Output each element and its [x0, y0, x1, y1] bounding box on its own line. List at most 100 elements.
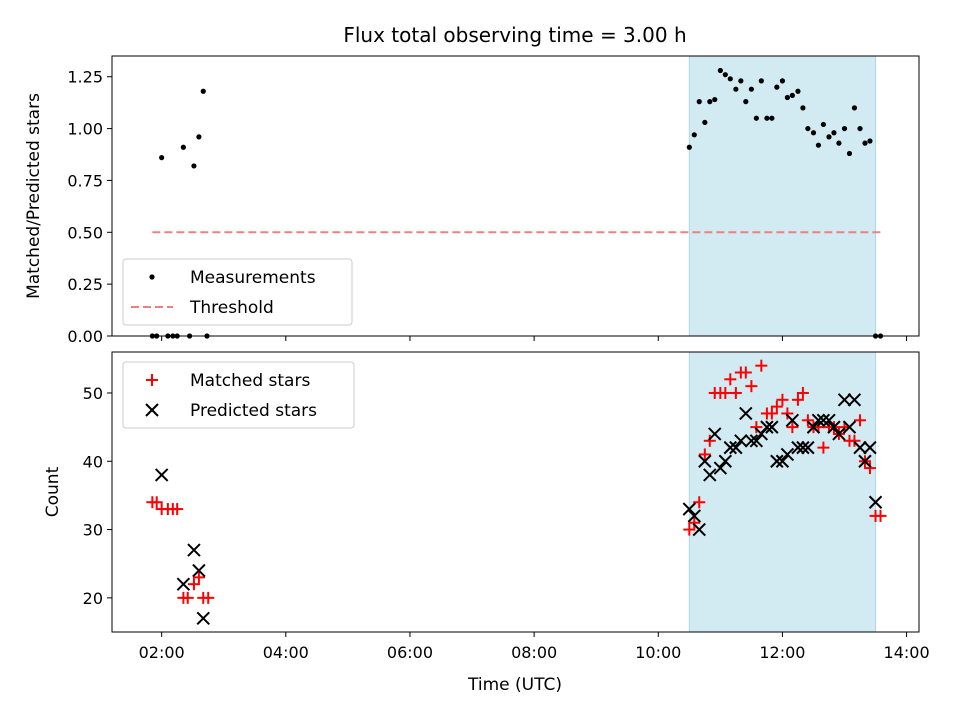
- top-y-axis-label: Matched/Predicted stars: [24, 93, 44, 299]
- measurement-point: [857, 125, 863, 132]
- predicted-point: [811, 413, 826, 427]
- matched-point: [688, 516, 701, 529]
- matched-point: [874, 509, 887, 522]
- matched-point: [698, 448, 711, 461]
- predicted-point: [842, 420, 857, 434]
- top-yticks: 0.00 0.25 0.50 0.75 1.00 1.25: [67, 68, 112, 346]
- measurement-point: [702, 119, 708, 125]
- measurement-point: [691, 132, 697, 138]
- measurement-point: [815, 142, 822, 148]
- predicted-point: [196, 611, 210, 626]
- predicted-point: [176, 577, 191, 591]
- predicted-point: [682, 502, 697, 516]
- matched-point: [848, 434, 861, 447]
- x-tick-label: 12:00: [759, 643, 805, 662]
- x-tick-label: 10:00: [635, 643, 681, 662]
- matched-point: [770, 400, 783, 413]
- x-tick-label: 08:00: [511, 643, 557, 662]
- y-tick-label: 40: [83, 452, 103, 471]
- matched-point: [745, 380, 758, 393]
- matched-point: [817, 441, 830, 454]
- y-tick-label: 0.25: [67, 275, 103, 294]
- legend-predicted-marker: [145, 403, 159, 417]
- bottom-y-axis-label: Count: [43, 466, 63, 517]
- predicted-point: [713, 461, 728, 475]
- legend-predicted-label: Predicted stars: [190, 401, 317, 421]
- predicted-point: [806, 420, 821, 434]
- measurement-point: [758, 78, 764, 84]
- measurement-point: [862, 140, 868, 146]
- matched-point: [776, 393, 789, 406]
- measurement-point: [743, 99, 749, 105]
- legend-measurements-label: Measurements: [190, 268, 316, 288]
- measurement-point: [748, 86, 754, 92]
- measurement-point: [191, 163, 197, 169]
- predicted-point: [718, 454, 733, 468]
- y-tick-label: 0.00: [67, 327, 103, 346]
- measurement-point: [805, 125, 811, 132]
- measurement-point: [764, 115, 770, 121]
- measurement-point: [851, 105, 858, 111]
- predicted-point: [154, 468, 169, 482]
- bottom-legend-box: [122, 361, 355, 429]
- measurement-point: [686, 144, 692, 150]
- x-tick-label: 04:00: [263, 643, 309, 662]
- measurement-point: [820, 121, 827, 128]
- measurement-point: [810, 130, 817, 136]
- bottom-matched-points: [146, 359, 887, 604]
- measurement-point: [795, 88, 801, 94]
- predicted-point: [760, 420, 774, 434]
- predicted-point: [775, 454, 790, 468]
- bottom-legend: Matched stars Predicted stars: [122, 361, 355, 429]
- x-tick-label: 14:00: [884, 643, 930, 662]
- measurement-point: [826, 134, 832, 140]
- predicted-point: [744, 434, 759, 448]
- legend-measurements-marker: [149, 274, 155, 280]
- matched-point: [171, 503, 184, 516]
- predicted-point: [192, 563, 206, 578]
- predicted-point: [734, 434, 748, 448]
- matched-point: [192, 571, 205, 584]
- matched-point: [202, 591, 215, 604]
- matched-point: [791, 393, 804, 406]
- predicted-point: [723, 440, 737, 455]
- matched-point: [693, 496, 706, 509]
- predicted-point: [729, 440, 743, 455]
- predicted-point: [868, 495, 883, 509]
- measurement-point: [753, 115, 759, 121]
- y-tick-label: 20: [83, 589, 103, 608]
- predicted-point: [853, 440, 867, 455]
- predicted-point: [816, 413, 831, 427]
- legend-matched-marker: [146, 374, 158, 386]
- x-axis-label: Time (UTC): [467, 675, 562, 695]
- measurement-point: [159, 155, 165, 161]
- measurement-point: [769, 115, 775, 121]
- measurement-point: [836, 140, 842, 146]
- predicted-point: [863, 440, 877, 455]
- bottom-yticks: 20 30 40 50: [83, 384, 112, 608]
- y-tick-label: 0.75: [67, 171, 103, 190]
- bottom-xticks: 02:00 04:00 06:00 08:00 10:00 12:00 14:00: [139, 632, 930, 662]
- measurement-point: [846, 150, 853, 157]
- predicted-point: [785, 413, 800, 427]
- measurement-point: [784, 94, 790, 101]
- measurement-point: [722, 72, 728, 78]
- chart-title: Flux total observing time = 3.00 h: [343, 23, 686, 47]
- measurement-point: [841, 125, 848, 132]
- measurement-point: [867, 138, 873, 144]
- predicted-point: [837, 393, 852, 407]
- measurement-point: [196, 134, 202, 140]
- top-axes-frame: [111, 55, 920, 337]
- matched-point: [739, 366, 752, 379]
- y-tick-label: 30: [83, 521, 103, 540]
- predicted-point: [698, 454, 712, 468]
- top-shaded-span: [688, 55, 877, 337]
- matched-point: [181, 591, 194, 604]
- predicted-point: [187, 543, 201, 557]
- measurement-point: [727, 76, 733, 82]
- legend-matched-label: Matched stars: [190, 371, 310, 391]
- predicted-point: [780, 447, 795, 462]
- matched-point: [781, 407, 794, 420]
- matched-point: [755, 359, 768, 372]
